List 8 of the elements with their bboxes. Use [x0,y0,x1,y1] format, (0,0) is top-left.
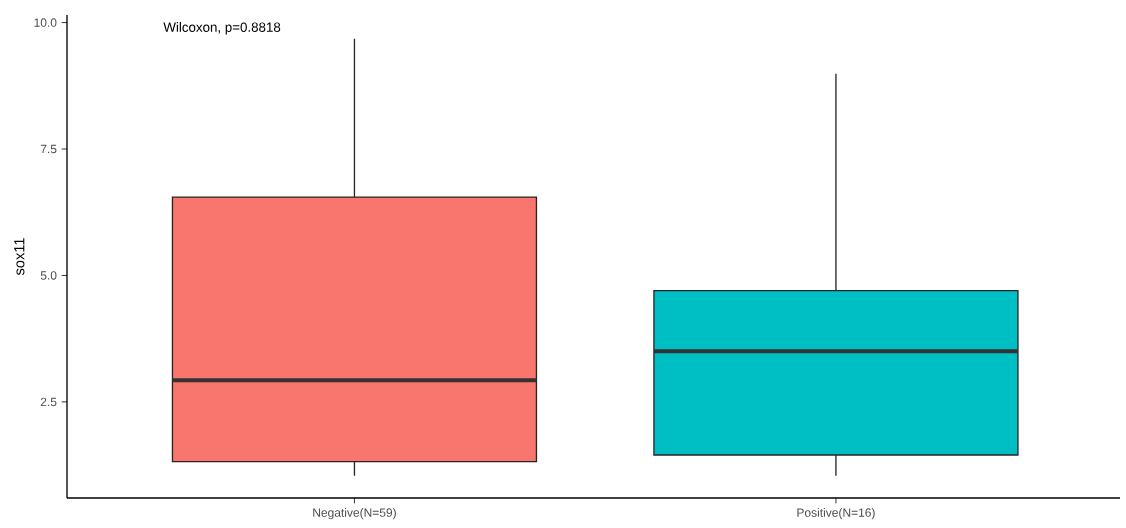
y-tick-label: 10.0 [34,18,57,27]
x-tick-label: Positive(N=16) [797,508,875,520]
y-tick-label: 2.5 [40,397,57,407]
y-axis-title: sox11 [14,238,25,276]
y-tick-label: 7.5 [40,144,57,154]
y-tick-label: 5.0 [40,271,57,280]
annotation: Wilcoxon, p=0.8818 [163,22,281,35]
x-tick-label: Negative(N=59) [313,508,396,520]
